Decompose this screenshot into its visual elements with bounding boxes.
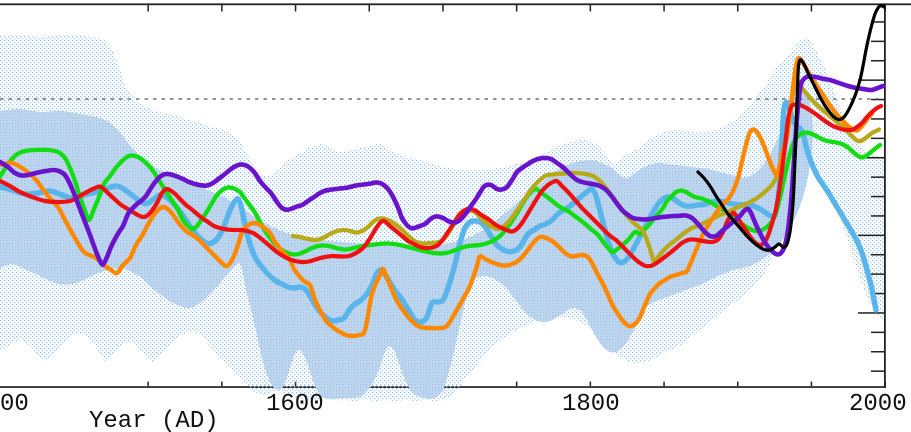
svg-text:1800: 1800 bbox=[562, 391, 620, 418]
svg-text:1600: 1600 bbox=[266, 391, 324, 418]
svg-text:00: 00 bbox=[0, 391, 29, 418]
svg-text:Year (AD): Year (AD) bbox=[89, 408, 219, 432]
svg-text:2000: 2000 bbox=[849, 391, 907, 418]
